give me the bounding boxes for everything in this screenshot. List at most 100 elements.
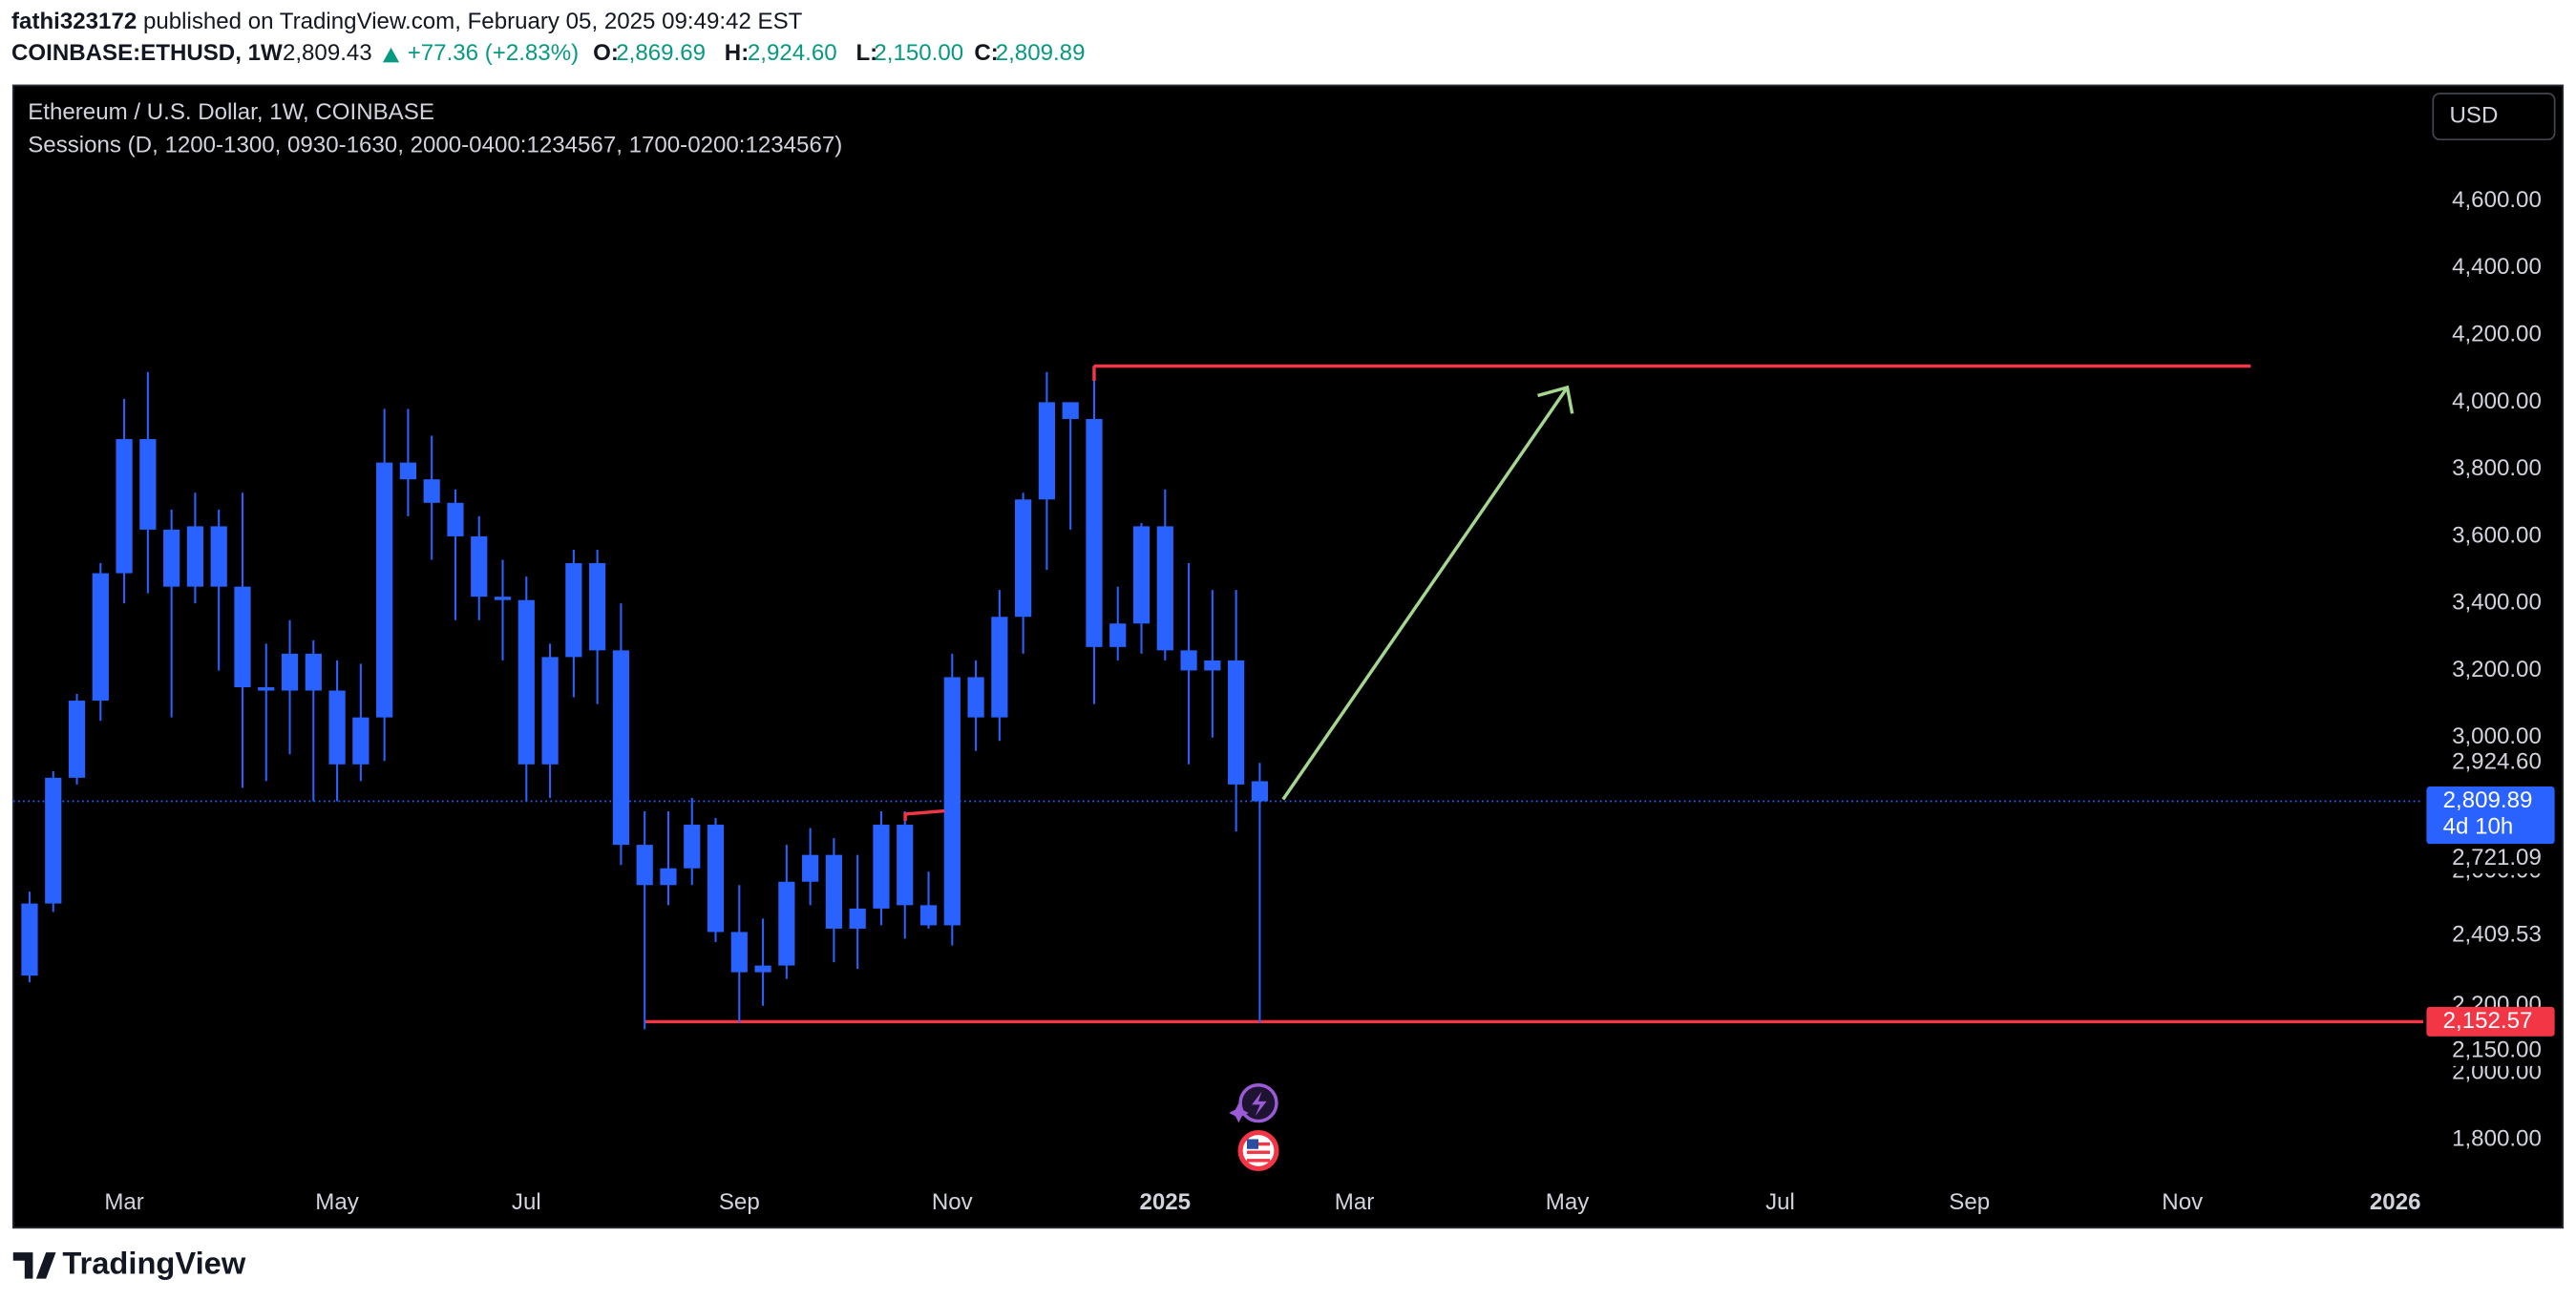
flag-stripe [1246,1159,1271,1163]
candle-body [281,653,299,691]
event-icon-spark [1229,1102,1249,1123]
logo-text: TradingView [62,1246,245,1281]
y-tick-label: 3,400.00 [2452,590,2542,616]
price-label: 2,409.53 [2452,922,2542,948]
price-label: 2,924.60 [2452,749,2542,775]
plot: 4,600.00 4,400.00 4,200.00 4,000.00 3,800.00… [12,187,2555,1215]
price-label-bg [2431,1036,2555,1066]
arrow-head [1537,385,1574,414]
price-label: 2,150.00 [2452,1038,2542,1063]
candle-body [1156,526,1173,651]
ohlc-value: 2,869.69 [616,40,706,66]
candle-body [565,563,582,658]
candle-body [1015,499,1032,618]
candle-body [471,535,488,598]
chart-subtitle: Sessions (D, 1200-1300, 0930-1630, 2000-… [28,132,842,157]
candle-body [589,563,606,651]
x-tick-label: Nov [932,1189,973,1215]
chart-title: Ethereum / U.S. Dollar, 1W, COINBASE [28,99,434,125]
candle-body [754,965,771,973]
event-icon-bolt [1252,1091,1267,1117]
currency-button[interactable] [2432,93,2556,141]
candle-body [1204,660,1221,671]
candle-body [92,573,109,702]
x-tick-label: Sep [719,1189,760,1215]
candle-body [376,462,393,718]
arrow-drawing [1281,386,1569,801]
candle-body [234,586,251,688]
currency-label[interactable]: USD [2450,102,2499,128]
flag-stripe [1246,1150,1271,1154]
price-label-bg [2431,844,2555,874]
change: +77.36 (+2.83%) [408,40,579,66]
candle-body [730,932,748,973]
small-drawing [903,808,945,821]
x-tick-label: Jul [512,1189,541,1215]
candle-body [991,617,1008,718]
candle-body [447,502,464,536]
published-text: published on TradingView.com, February 0… [143,9,803,34]
y-tick-label: 4,400.00 [2452,254,2542,280]
candle-body [873,825,890,909]
candle-body [707,825,725,933]
symbol-line: COINBASE:ETHUSD, 1W 2,809.43 +77.36 (+2.… [11,40,1085,66]
candle-body [943,677,961,926]
ohlc-value: 2,809.89 [996,40,1086,66]
candle-body [399,462,417,480]
candle-body [45,777,62,904]
level-tag [2426,1006,2555,1037]
countdown-label: 4d 10h [2443,813,2514,839]
x-tick-label: May [315,1189,359,1215]
candle-body [897,825,914,906]
y-tick-label: 4,200.00 [2452,322,2542,347]
candle-body [494,597,512,600]
candle-body [258,687,275,691]
candle-body [849,908,866,929]
candle-body [328,690,346,765]
candle-body [21,903,38,976]
level-label: 2,152.57 [2443,1008,2533,1034]
candle-body [967,677,984,718]
candle-body [210,526,227,587]
logo-icon [12,1252,56,1279]
candle-body [1251,781,1269,802]
symbol: COINBASE:ETHUSD, 1W [11,40,283,66]
candle-body [612,650,630,846]
ohlc-value: 2,924.60 [748,40,837,66]
ohlc-value: 2,150.00 [874,40,963,66]
chart-panel [11,84,2565,1229]
ohlc-key: O: [593,40,619,66]
candle-body [305,653,322,691]
y-tick-label: 4,000.00 [2452,388,2542,414]
last-price-label: 2,809.89 [2443,787,2533,813]
x-tick-label: Sep [1949,1189,1990,1215]
candle-body [684,825,701,869]
candle-body [660,868,677,886]
candle-body [423,479,440,503]
candle-body [802,854,819,882]
y-tick-label: 3,000.00 [2452,723,2542,749]
y-tick-label: 3,600.00 [2452,522,2542,548]
candle-body [139,439,157,530]
candle-body [1038,402,1056,500]
candle-body [163,529,180,587]
candle-body [825,854,843,929]
x-tick-label: 2026 [2370,1189,2421,1215]
candle-body [68,701,86,778]
y-tick-label: 4,600.00 [2452,187,2542,213]
candle-body [1180,650,1197,671]
y-tick-label: 1,800.00 [2452,1126,2542,1152]
candle-body [517,599,535,765]
candle-body [1086,418,1103,647]
y-tick-label: 3,800.00 [2452,455,2542,481]
price-label: 2,721.09 [2452,845,2542,870]
candle-body [1132,526,1151,624]
x-tick-label: Jul [1765,1189,1795,1215]
flag-canton [1246,1139,1259,1149]
ohlc-key: C: [974,40,998,66]
username: fathi323172 [11,9,137,34]
y-tick-label: 3,200.00 [2452,657,2542,682]
candle-body [541,657,559,765]
up-icon [382,47,400,63]
